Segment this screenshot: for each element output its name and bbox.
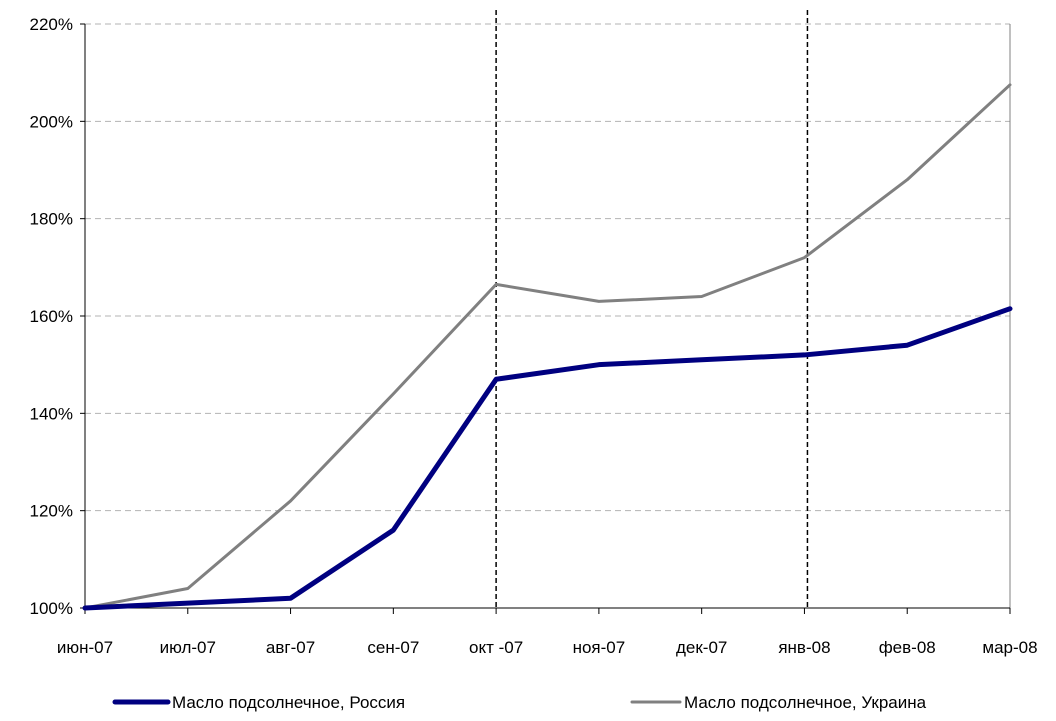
series-line-0 [85,309,1010,608]
x-tick-label-3: сен-07 [367,638,419,657]
legend-label-0: Масло подсолнечное, Россия [172,693,405,712]
y-tick-label-5: 200% [30,112,73,131]
x-tick-label-1: июл-07 [160,638,216,657]
gridlines [85,24,1010,511]
x-tick-label-9: мар-08 [982,638,1037,657]
y-tick-label-0: 100% [30,599,73,618]
y-tick-label-6: 220% [30,15,73,34]
x-tick-label-2: авг-07 [266,638,315,657]
x-tick-label-6: дек-07 [676,638,727,657]
legend-label-1: Масло подсолнечное, Украина [684,693,927,712]
x-tick-label-5: ноя-07 [573,638,626,657]
x-tick-label-4: окт -07 [469,638,523,657]
x-tick-label-0: июн-07 [57,638,113,657]
legend: Масло подсолнечное, Россия Масло подсолне… [115,693,927,712]
x-tick-label-8: фев-08 [879,638,936,657]
y-tick-label-1: 120% [30,502,73,521]
axes [80,24,1010,614]
y-tick-label-3: 160% [30,307,73,326]
y-tick-labels: 100% 120% 140% 160% 180% 200% 220% [30,15,73,618]
series-lines [85,85,1010,608]
x-tick-labels: июн-07 июл-07 авг-07 сен-07 окт -07 ноя-07 дек… [57,638,1038,657]
vertical-markers [496,10,807,608]
y-tick-label-2: 140% [30,404,73,423]
y-tick-label-4: 180% [30,210,73,229]
x-tick-label-7: янв-08 [778,638,830,657]
